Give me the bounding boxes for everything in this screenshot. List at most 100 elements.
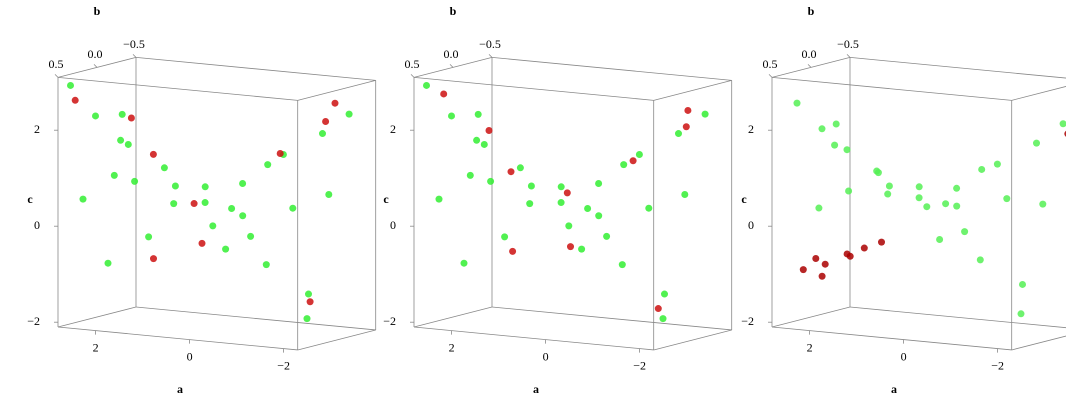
point — [170, 200, 178, 208]
x-tick-label: 2 — [807, 340, 813, 354]
x-tick-label: 2 — [93, 340, 99, 354]
point — [885, 182, 893, 190]
point — [595, 180, 603, 187]
y-tick — [449, 64, 454, 68]
box-edge — [771, 326, 1012, 351]
y-tick-label: 0.5 — [49, 57, 64, 71]
point — [516, 164, 524, 172]
y-tick-label: 0.0 — [802, 47, 817, 61]
z-tick-label: 2 — [390, 122, 396, 136]
point — [936, 236, 944, 243]
point — [618, 261, 626, 269]
point — [460, 259, 468, 267]
point — [264, 161, 272, 169]
point — [198, 239, 206, 247]
point — [276, 150, 284, 157]
point — [799, 266, 807, 274]
point — [423, 81, 430, 89]
y-axis-label: b — [94, 4, 101, 18]
point — [595, 212, 603, 220]
point — [993, 160, 1001, 168]
point — [319, 130, 326, 138]
x-tick-label: 0 — [901, 349, 907, 363]
y-tick — [807, 64, 812, 68]
point — [878, 238, 885, 246]
point — [509, 247, 517, 255]
box-edge — [57, 77, 298, 101]
y-tick — [846, 54, 851, 58]
point — [485, 127, 493, 134]
x-axis-label: a — [533, 382, 539, 396]
point — [976, 256, 984, 264]
y-tick — [410, 74, 415, 78]
point — [1019, 280, 1026, 288]
point — [915, 194, 923, 202]
y-tick-label: 0.5 — [763, 57, 778, 71]
x-axis-label: a — [891, 382, 897, 396]
box-edge — [297, 329, 376, 351]
point — [190, 200, 198, 208]
point — [923, 203, 931, 211]
point — [228, 205, 236, 212]
point — [262, 261, 270, 269]
point — [1033, 139, 1040, 147]
z-tick-label: 0 — [748, 218, 754, 232]
x-tick-label: 0 — [187, 349, 193, 363]
point — [149, 150, 157, 158]
point — [873, 167, 881, 175]
point — [821, 260, 829, 268]
point — [131, 177, 139, 185]
point — [526, 200, 534, 208]
box-edge — [771, 77, 1012, 101]
point — [239, 212, 247, 220]
box-edge — [1011, 86, 1066, 101]
point — [345, 110, 353, 118]
point — [620, 161, 628, 169]
point — [1003, 195, 1011, 203]
point — [92, 112, 99, 120]
point — [953, 202, 961, 210]
y-tick — [54, 74, 59, 78]
point — [507, 168, 515, 176]
point — [675, 130, 682, 138]
point — [684, 106, 692, 114]
point — [118, 110, 126, 118]
y-tick — [93, 64, 98, 68]
point — [818, 272, 826, 280]
y-tick-label: 0.0 — [444, 47, 459, 61]
point — [71, 96, 79, 104]
point — [565, 222, 573, 230]
box-edge — [1011, 335, 1066, 351]
point — [201, 183, 209, 191]
point — [1039, 200, 1047, 208]
point — [635, 151, 643, 158]
point — [501, 233, 509, 241]
point — [978, 165, 986, 173]
point — [110, 171, 118, 179]
box-edge — [135, 57, 376, 81]
box-edge — [413, 306, 493, 328]
point — [247, 232, 255, 240]
point — [104, 259, 112, 267]
point — [331, 99, 339, 107]
box-edge — [849, 57, 1066, 79]
y-tick-label: −0.5 — [123, 37, 145, 51]
z-tick-label: 0 — [34, 218, 40, 232]
z-tick-label: 0 — [390, 218, 396, 232]
box-edge — [135, 306, 376, 331]
x-tick-label: −2 — [277, 358, 290, 372]
point — [845, 187, 853, 195]
box-edge — [653, 79, 732, 101]
point — [448, 112, 455, 120]
point — [222, 245, 230, 253]
point — [124, 140, 132, 148]
point — [1017, 310, 1025, 318]
point — [812, 255, 820, 262]
point — [322, 118, 330, 125]
point — [117, 136, 125, 144]
point — [578, 245, 586, 253]
point — [567, 243, 574, 251]
point — [1059, 120, 1066, 128]
x-tick-label: 2 — [449, 340, 455, 354]
y-tick — [132, 54, 137, 58]
